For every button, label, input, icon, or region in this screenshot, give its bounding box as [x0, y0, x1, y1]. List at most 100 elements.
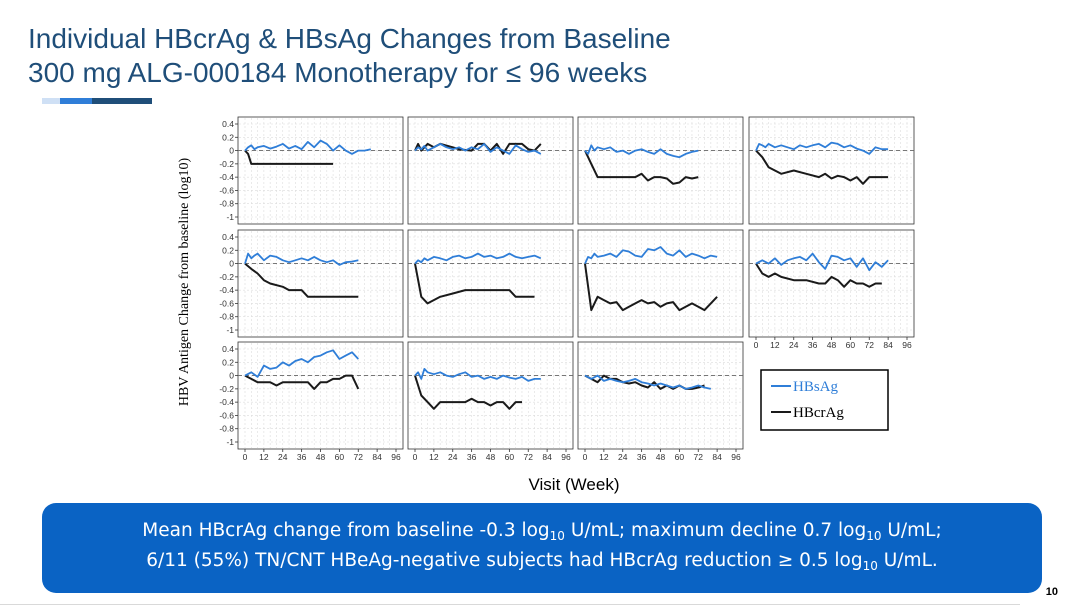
- accent-segment-light: [42, 98, 60, 104]
- y-tick-label: -0.2: [219, 384, 234, 394]
- slide-title: Individual HBcrAg & HBsAg Changes from B…: [28, 22, 671, 90]
- y-tick-label: -0.4: [219, 397, 234, 407]
- x-tick-label: 84: [712, 452, 722, 462]
- x-tick-label: 60: [505, 452, 515, 462]
- callout-line-1: Mean HBcrAg change from baseline -0.3 lo…: [42, 516, 1042, 546]
- y-tick-label: -1: [226, 325, 234, 335]
- slide-number: 10: [1045, 586, 1058, 598]
- y-axis-label: HBV Antigen Change from baseline (log10): [177, 158, 192, 407]
- x-tick-label: 0: [583, 452, 588, 462]
- y-tick-label: -1: [226, 437, 234, 447]
- x-tick-label: 96: [561, 452, 571, 462]
- series-line-hbcrag: [584, 150, 699, 185]
- x-tick-label: 48: [486, 452, 496, 462]
- series-line-hbcrag: [244, 262, 359, 298]
- y-tick-label: 0: [229, 146, 234, 156]
- callout-text: U/mL.: [877, 550, 938, 571]
- title-line-2: 300 mg ALG-000184 Monotherapy for ≤ 96 w…: [28, 57, 648, 88]
- x-tick-label: 60: [846, 340, 856, 350]
- x-tick-label: 36: [637, 452, 647, 462]
- series-line-hbsag: [584, 144, 699, 159]
- y-tick-label: 0.4: [222, 119, 234, 129]
- y-tick-label: -0.4: [219, 172, 234, 182]
- x-tick-label: 96: [902, 340, 912, 350]
- y-tick-label: -0.8: [219, 312, 234, 322]
- x-tick-label: 36: [808, 340, 818, 350]
- series-line-hbcrag: [414, 375, 522, 410]
- callout-subscript: 10: [549, 529, 565, 543]
- series-line-hbsag: [244, 139, 371, 155]
- x-tick-label: 36: [467, 452, 477, 462]
- x-tick-label: 0: [243, 452, 248, 462]
- series-line-hbcrag: [755, 263, 882, 288]
- series-line-hbsag: [244, 349, 359, 378]
- callout-subscript: 10: [866, 529, 882, 543]
- y-tick-label: -0.6: [219, 298, 234, 308]
- series-line-hbcrag: [755, 149, 889, 185]
- x-tick-label: 72: [865, 340, 875, 350]
- series-line-hbsag: [755, 252, 889, 272]
- x-tick-label: 36: [297, 452, 307, 462]
- series-line-hbsag: [414, 252, 542, 265]
- y-tick-label: -0.4: [219, 285, 234, 295]
- series-line-hbsag: [414, 367, 541, 382]
- x-axis-label: Visit (Week): [528, 475, 619, 494]
- x-tick-label: 84: [372, 452, 382, 462]
- antigen-change-chart: HBV Antigen Change from baseline (log10)…: [177, 116, 915, 494]
- callout-text: 6/11 (55%) TN/CNT HBeAg-negative subject…: [146, 550, 863, 571]
- x-tick-label: 72: [354, 452, 364, 462]
- series-line-hbcrag: [584, 263, 718, 312]
- y-tick-label: 0: [229, 371, 234, 381]
- x-tick-label: 48: [316, 452, 326, 462]
- y-tick-label: 0: [229, 259, 234, 269]
- x-tick-label: 96: [391, 452, 401, 462]
- series-line-hbsag: [414, 142, 542, 155]
- title-line-1: Individual HBcrAg & HBsAg Changes from B…: [28, 23, 671, 54]
- x-tick-label: 24: [278, 452, 288, 462]
- y-tick-label: -0.6: [219, 185, 234, 195]
- y-tick-label: 0.2: [222, 245, 234, 255]
- x-tick-label: 24: [789, 340, 799, 350]
- x-tick-label: 24: [448, 452, 458, 462]
- x-tick-label: 84: [883, 340, 893, 350]
- y-tick-label: -0.8: [219, 424, 234, 434]
- y-tick-label: -0.6: [219, 410, 234, 420]
- x-tick-label: 60: [675, 452, 685, 462]
- x-tick-label: 12: [770, 340, 780, 350]
- y-tick-label: -0.8: [219, 199, 234, 209]
- callout-text: U/mL;: [881, 520, 942, 541]
- y-tick-label: 0.4: [222, 232, 234, 242]
- callout-subscript: 10: [862, 559, 878, 573]
- series-line-hbsag: [755, 141, 889, 155]
- x-tick-label: 0: [754, 340, 759, 350]
- callout-text: U/mL; maximum decline 0.7 log: [564, 520, 867, 541]
- series-line-hbsag: [584, 374, 711, 390]
- x-tick-label: 24: [618, 452, 628, 462]
- legend-label-hbcrag: HBcrAg: [793, 405, 844, 421]
- y-tick-label: -0.2: [219, 272, 234, 282]
- x-tick-label: 48: [827, 340, 837, 350]
- series-line-hbcrag: [414, 263, 535, 305]
- y-tick-label: -0.2: [219, 159, 234, 169]
- title-accent-bar: [42, 98, 152, 104]
- x-tick-label: 84: [542, 452, 552, 462]
- legend-label-hbsag: HBsAg: [793, 379, 839, 395]
- footer-divider: [0, 604, 1020, 605]
- x-tick-label: 96: [731, 452, 741, 462]
- y-tick-label: 0.2: [222, 357, 234, 367]
- series-line-hbsag: [584, 246, 718, 264]
- callout-text: Mean HBcrAg change from baseline -0.3 lo…: [142, 520, 550, 541]
- summary-callout: Mean HBcrAg change from baseline -0.3 lo…: [42, 503, 1042, 593]
- x-tick-label: 72: [694, 452, 704, 462]
- y-tick-label: -1: [226, 212, 234, 222]
- series-line-hbcrag: [244, 374, 360, 390]
- y-tick-label: 0.4: [222, 344, 234, 354]
- accent-segment-dark: [92, 98, 152, 104]
- series-line-hbsag: [244, 252, 359, 266]
- x-tick-label: 12: [429, 452, 439, 462]
- y-tick-label: 0.2: [222, 132, 234, 142]
- x-tick-label: 60: [335, 452, 345, 462]
- x-tick-label: 0: [413, 452, 418, 462]
- callout-line-2: 6/11 (55%) TN/CNT HBeAg-negative subject…: [42, 546, 1042, 576]
- chart-legend: [760, 369, 889, 431]
